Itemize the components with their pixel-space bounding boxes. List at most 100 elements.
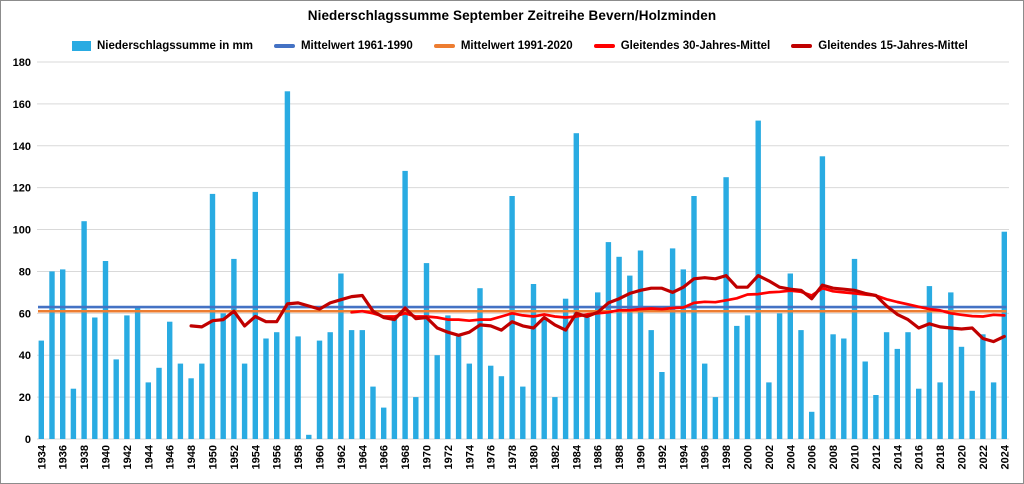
bar-1944	[145, 382, 151, 439]
bar-1941	[113, 359, 119, 439]
bar-1990	[637, 250, 644, 439]
bar-1999	[734, 325, 740, 439]
x-tick-label-2000: 2000	[743, 445, 755, 469]
legend-item-1: Niederschlagssumme in mm	[72, 40, 253, 52]
legend-swatch-line-3	[433, 44, 455, 48]
bar-1965	[370, 386, 376, 439]
x-tick-label-2012: 2012	[871, 445, 883, 469]
bar-2007	[819, 156, 826, 440]
y-tick-label-140: 140	[13, 141, 31, 153]
x-tick-label-1998: 1998	[721, 445, 733, 469]
x-tick-label-1974: 1974	[464, 444, 476, 469]
bar-1937	[70, 388, 77, 439]
y-tick-label-160: 160	[13, 99, 31, 111]
bar-1968	[402, 170, 408, 439]
x-tick-label-2016: 2016	[914, 445, 926, 469]
bar-1963	[348, 330, 355, 439]
legend-item-4: Gleitendes 30-Jahres-Mittel	[593, 40, 771, 52]
legend-label-4: Gleitendes 30-Jahres-Mittel	[620, 40, 771, 52]
bar-1980	[530, 284, 537, 439]
x-tick-label-1954: 1954	[250, 444, 262, 469]
x-tick-label-1972: 1972	[443, 445, 455, 469]
bar-1951	[220, 313, 226, 439]
bar-1955	[263, 338, 269, 439]
x-tick-label-1962: 1962	[336, 445, 348, 469]
legend-label-2: Mittelwert 1961-1990	[300, 40, 413, 52]
x-tick-label-1994: 1994	[678, 444, 690, 469]
x-tick-label-1950: 1950	[208, 445, 220, 469]
bar-1947	[177, 363, 184, 439]
bar-1962	[338, 273, 344, 439]
bar-2013	[883, 332, 890, 439]
bar-1992	[659, 372, 665, 439]
bar-2002	[766, 382, 772, 439]
bar-2003	[776, 313, 783, 439]
x-tick-label-2014: 2014	[892, 444, 904, 469]
bar-1959	[306, 434, 312, 439]
legend-swatch-line-2	[273, 44, 295, 48]
y-tick-label-20: 20	[19, 392, 31, 404]
x-tick-label-1952: 1952	[229, 445, 241, 469]
x-tick-label-1984: 1984	[571, 444, 583, 469]
x-tick-label-1944: 1944	[143, 444, 155, 469]
x-tick-label-1934: 1934	[36, 444, 48, 469]
bar-2009	[841, 338, 847, 439]
bar-1978	[509, 196, 515, 439]
bar-2021	[969, 390, 975, 439]
y-tick-label-0: 0	[25, 434, 31, 446]
y-tick-label-120: 120	[13, 183, 31, 195]
x-tick-label-1996: 1996	[700, 445, 712, 469]
chart-title: Niederschlagssumme September Zeitreihe B…	[307, 8, 717, 23]
x-tick-label-2020: 2020	[957, 445, 969, 469]
bar-2019	[948, 292, 954, 439]
x-tick-label-2024: 2024	[999, 444, 1011, 469]
bar-1948	[188, 378, 194, 439]
x-tick-label-2018: 2018	[935, 445, 947, 469]
bar-1958	[295, 336, 301, 439]
bar-1946	[167, 321, 173, 439]
x-tick-label-1960: 1960	[315, 445, 327, 469]
bar-1945	[156, 367, 162, 439]
legend-item-5: Gleitendes 15-Jahres-Mittel	[791, 40, 968, 52]
bar-2008	[830, 334, 836, 439]
x-tick-label-1970: 1970	[422, 445, 434, 469]
bar-2020	[958, 346, 965, 439]
bar-1970	[423, 263, 430, 439]
y-tick-label-60: 60	[19, 308, 31, 320]
bar-1939	[92, 317, 98, 439]
bar-1993	[669, 248, 676, 439]
x-tick-label-2022: 2022	[978, 445, 990, 469]
bar-1964	[359, 330, 365, 439]
x-tick-label-2002: 2002	[764, 445, 776, 469]
x-tick-label-2008: 2008	[828, 445, 840, 469]
x-tick-label-1978: 1978	[507, 445, 519, 469]
y-tick-label-180: 180	[13, 57, 31, 69]
bar-2012	[873, 395, 879, 439]
bar-1971	[434, 355, 440, 439]
x-tick-label-1958: 1958	[293, 445, 305, 469]
x-tick-label-1964: 1964	[357, 444, 369, 469]
chart-legend: Niederschlagssumme in mm Mittelwert 1961-…	[72, 38, 968, 54]
bar-2023	[990, 382, 997, 439]
x-tick-label-2006: 2006	[807, 445, 819, 469]
bar-1973	[455, 336, 462, 439]
bar-1935	[49, 271, 55, 439]
bar-2014	[894, 348, 900, 439]
x-tick-label-1938: 1938	[79, 445, 91, 469]
legend-swatch-line-4	[593, 44, 615, 48]
x-tick-label-1992: 1992	[657, 445, 669, 469]
bar-1985	[584, 317, 590, 439]
bar-1976	[488, 365, 494, 439]
bar-1938	[81, 221, 87, 439]
y-tick-label-40: 40	[19, 350, 31, 362]
bar-1966	[381, 407, 387, 439]
x-tick-label-1976: 1976	[486, 445, 498, 469]
x-tick-label-1956: 1956	[272, 445, 284, 469]
x-tick-label-1990: 1990	[636, 445, 648, 469]
bar-1934	[38, 340, 44, 439]
bar-2022	[980, 334, 986, 439]
bar-1969	[413, 397, 419, 439]
moving-average--30-	[350, 286, 1006, 323]
